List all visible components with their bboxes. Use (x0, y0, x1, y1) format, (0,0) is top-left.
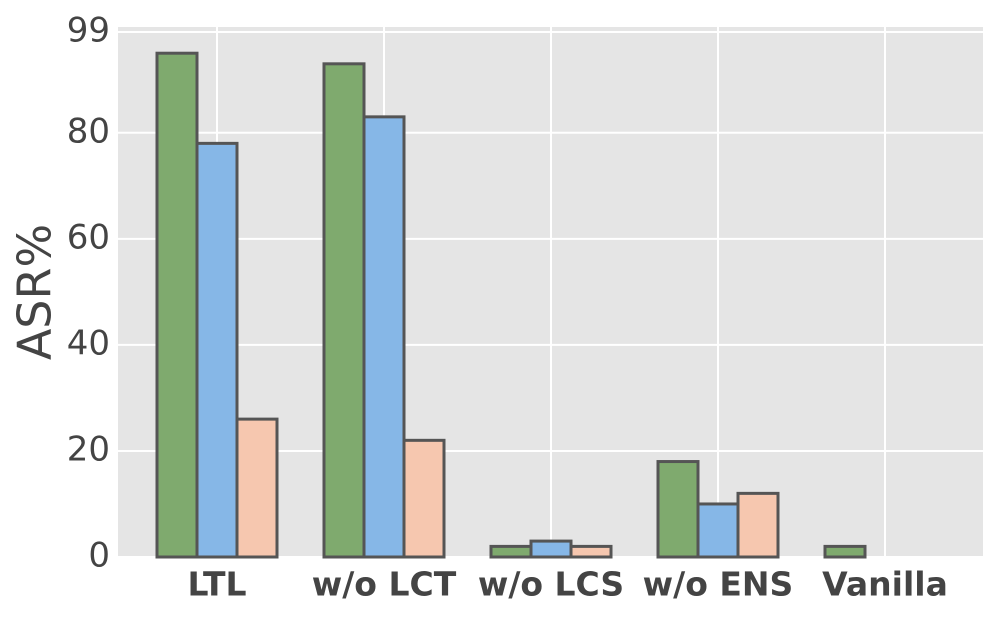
bar (322, 62, 366, 559)
bar (569, 544, 613, 559)
bar (489, 544, 533, 559)
x-tick-label: w/o ENS (643, 565, 794, 604)
y-tick-label: 20 (67, 429, 110, 469)
bar (823, 544, 867, 559)
y-axis-label: ASR% (8, 224, 62, 360)
bar (195, 141, 239, 559)
bar (656, 460, 700, 559)
bar (402, 438, 446, 559)
x-tick-label: LTL (187, 565, 246, 604)
bar (155, 51, 199, 559)
y-tick-label: 40 (67, 323, 110, 363)
x-tick-label: Vanilla (822, 565, 948, 604)
bar (696, 502, 740, 559)
x-tick-label: w/o LCT (312, 565, 457, 604)
bar (362, 115, 406, 559)
bar (235, 417, 279, 559)
bar (529, 539, 573, 559)
bar (736, 491, 780, 559)
y-tick-label: 0 (88, 536, 110, 576)
y-tick-label: 60 (67, 217, 110, 257)
x-tick-label: w/o LCS (478, 565, 624, 604)
y-tick-label: 80 (67, 111, 110, 151)
y-tick-label: 99 (67, 11, 110, 51)
